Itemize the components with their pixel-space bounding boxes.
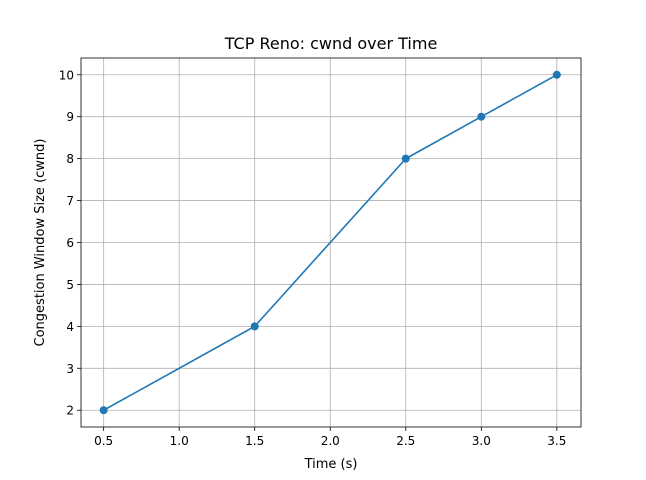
x-tick-label: 0.5: [94, 434, 113, 448]
data-point: [401, 154, 410, 163]
x-tick-label: 1.0: [170, 434, 189, 448]
data-point: [552, 70, 561, 79]
data-point: [99, 406, 108, 415]
y-tick-label: 7: [66, 194, 74, 208]
y-axis-ticks: 2 3 4 5 6 7 8 9 10: [59, 68, 81, 418]
y-tick-label: 3: [66, 362, 74, 376]
chart-title: TCP Reno: cwnd over Time: [224, 34, 438, 53]
x-axis-ticks: 0.5 1.0 1.5 2.0 2.5 3.0 3.5: [94, 427, 566, 448]
y-tick-label: 4: [66, 320, 74, 334]
data-point: [250, 322, 259, 331]
x-tick-label: 2.5: [396, 434, 415, 448]
x-tick-label: 3.0: [472, 434, 491, 448]
x-tick-label: 3.5: [547, 434, 566, 448]
y-tick-label: 5: [66, 278, 74, 292]
y-tick-label: 9: [66, 110, 74, 124]
y-tick-label: 6: [66, 236, 74, 250]
y-tick-label: 10: [59, 68, 74, 82]
x-axis-label: Time (s): [304, 457, 358, 472]
y-tick-label: 8: [66, 152, 74, 166]
y-axis-label: Congestion Window Size (cwnd): [33, 139, 48, 347]
series-layer: [99, 70, 561, 415]
data-point: [477, 112, 486, 121]
x-tick-label: 1.5: [245, 434, 264, 448]
x-tick-label: 2.0: [321, 434, 340, 448]
y-tick-label: 2: [66, 404, 74, 418]
